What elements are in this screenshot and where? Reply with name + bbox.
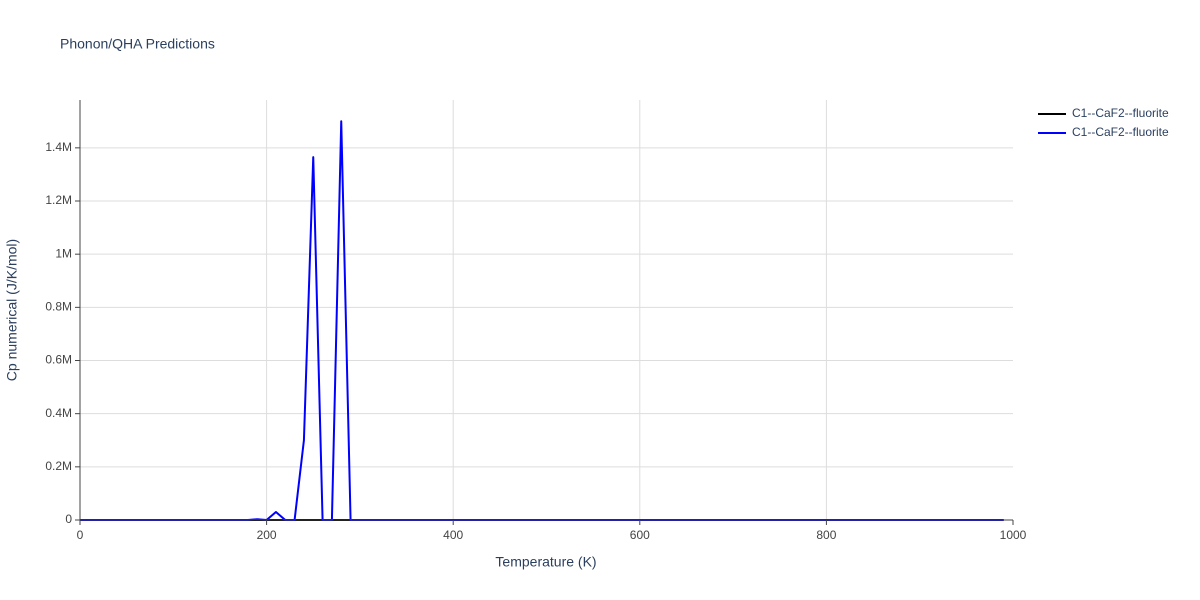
y-tick-label: 0.6M <box>45 353 72 367</box>
x-axis-title: Temperature (K) <box>495 554 596 570</box>
y-tick-label: 0.4M <box>45 406 72 420</box>
x-tick-label: 0 <box>77 528 84 542</box>
y-axis-title: Cp numerical (J/K/mol) <box>4 239 20 381</box>
x-tick-label: 200 <box>257 528 277 542</box>
legend-label: C1--CaF2--fluorite <box>1072 106 1169 120</box>
chart-title: Phonon/QHA Predictions <box>60 36 215 52</box>
x-tick-label: 1000 <box>1000 528 1027 542</box>
y-tick-label: 0.8M <box>45 300 72 314</box>
x-tick-label: 400 <box>443 528 463 542</box>
legend-label: C1--CaF2--fluorite <box>1072 125 1169 139</box>
legend: C1--CaF2--fluorite C1--CaF2--fluorite <box>1038 106 1169 139</box>
y-tick-label: 0 <box>65 512 72 526</box>
grid <box>80 100 1013 520</box>
x-tick-label: 600 <box>630 528 650 542</box>
y-tick-label: 1M <box>55 246 72 260</box>
y-tick-label: 1.4M <box>45 140 72 154</box>
y-tick-label: 0.2M <box>45 459 72 473</box>
axes: 0 200 400 600 800 1000 0 0.2M 0.4M 0.6M 0.8M 1M 1.2M… <box>45 100 1027 542</box>
x-tick-label: 800 <box>816 528 836 542</box>
y-tick-label: 1.2M <box>45 193 72 207</box>
